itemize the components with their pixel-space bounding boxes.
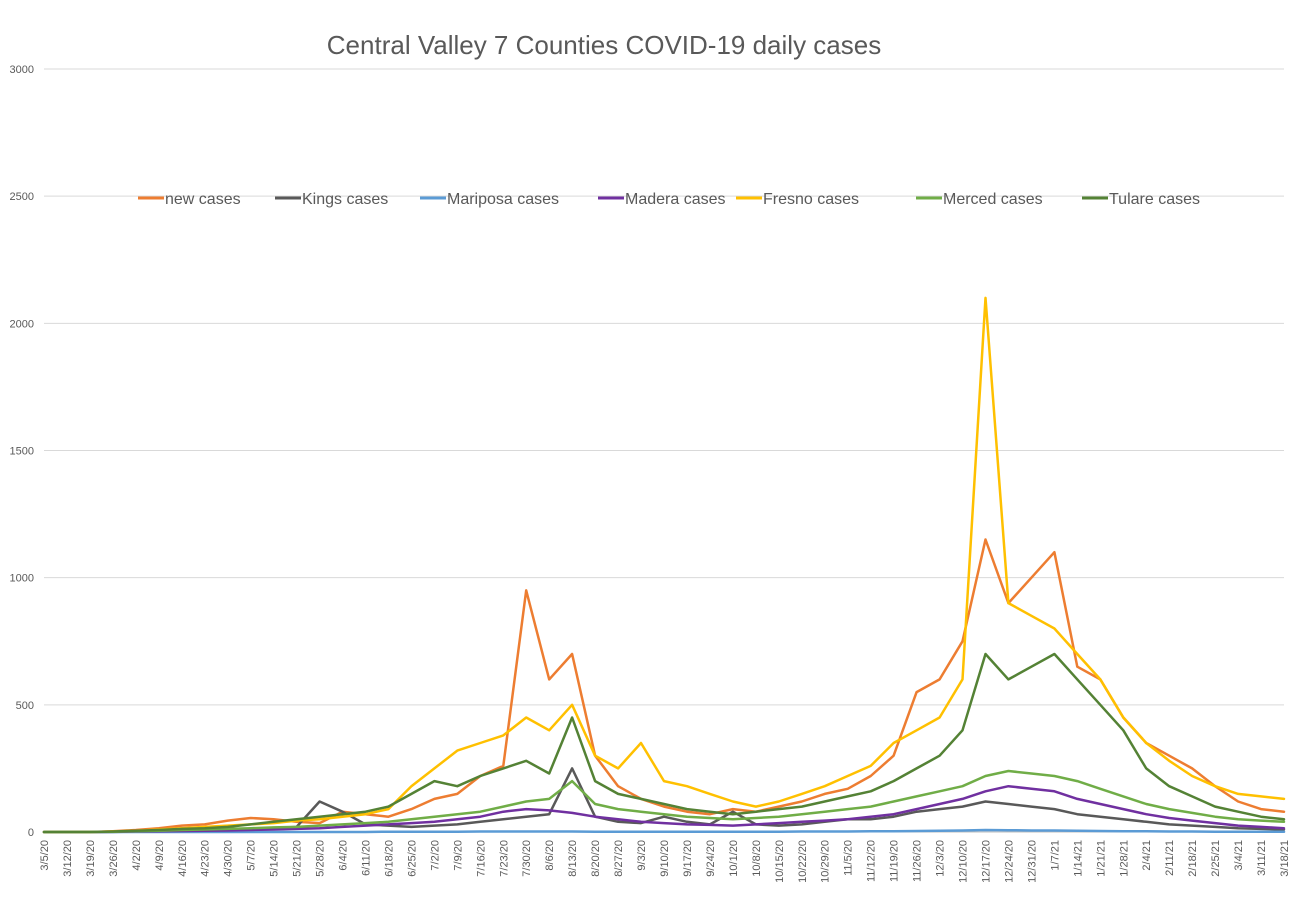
legend-label: Merced cases — [943, 191, 1043, 208]
x-tick-label: 12/10/20 — [958, 840, 970, 883]
series-line-fresno-cases — [42, 296, 1286, 834]
legend-label: Mariposa cases — [447, 191, 559, 208]
x-tick-label: 12/3/20 — [935, 840, 947, 877]
x-tick-label: 11/26/20 — [912, 840, 924, 882]
series-line-tulare-cases — [42, 652, 1286, 834]
x-tick-label: 10/22/20 — [797, 840, 809, 883]
x-tick-label: 12/24/20 — [1003, 840, 1015, 883]
x-tick-label: 9/17/20 — [682, 840, 694, 877]
series-line-merced-cases — [42, 769, 1286, 834]
x-tick-label: 6/11/20 — [360, 840, 372, 876]
legend-label: Madera cases — [625, 191, 726, 208]
y-tick-label: 3000 — [10, 64, 34, 76]
x-tick-label: 4/16/20 — [177, 840, 189, 877]
x-tick-label: 8/6/20 — [544, 840, 556, 871]
x-tick-label: 5/7/20 — [246, 840, 258, 871]
x-tick-label: 3/12/20 — [62, 840, 74, 877]
x-tick-label: 10/15/20 — [774, 840, 786, 883]
x-tick-label: 3/19/20 — [85, 840, 97, 877]
x-tick-label: 7/16/20 — [475, 840, 487, 877]
series-line-mariposa-cases — [42, 828, 1286, 834]
x-tick-label: 1/28/21 — [1118, 840, 1130, 877]
y-tick-label: 2000 — [10, 318, 34, 330]
x-tick-label: 3/4/21 — [1233, 840, 1245, 871]
x-tick-label: 4/2/20 — [131, 840, 143, 871]
x-tick-label: 8/13/20 — [567, 840, 579, 877]
x-tick-label: 6/18/20 — [383, 840, 395, 877]
y-tick-label: 1500 — [10, 446, 34, 458]
gridlines — [44, 68, 1284, 833]
x-tick-label: 11/12/20 — [866, 840, 878, 882]
x-tick-label: 3/5/20 — [39, 840, 51, 871]
x-tick-label: 7/2/20 — [429, 840, 441, 871]
x-tick-label: 7/23/20 — [498, 840, 510, 877]
x-tick-label: 10/1/20 — [728, 840, 740, 877]
x-tick-label: 11/19/20 — [889, 840, 901, 882]
x-tick-label: 7/30/20 — [521, 840, 533, 877]
x-tick-label: 8/27/20 — [613, 840, 625, 877]
x-tick-label: 4/23/20 — [200, 840, 212, 877]
y-axis-ticks: 0 500 1000 1500 2000 2500 3000 — [10, 64, 34, 839]
x-tick-label: 12/31/20 — [1026, 840, 1038, 883]
legend-label: Fresno cases — [763, 191, 859, 208]
x-tick-label: 9/10/20 — [659, 840, 671, 877]
x-tick-label: 1/21/21 — [1095, 840, 1107, 877]
legend-label: Kings cases — [302, 191, 388, 208]
legend-label: Tulare cases — [1109, 191, 1200, 208]
legend-label: new cases — [165, 191, 241, 208]
x-tick-label: 2/25/21 — [1210, 840, 1222, 877]
x-tick-label: 3/11/21 — [1256, 840, 1268, 876]
x-axis-ticks: 3/5/20 3/12/20 3/19/20 3/26/20 4/2/20 4/9/20 4… — [39, 840, 1291, 883]
x-tick-label: 9/24/20 — [705, 840, 717, 877]
series-line-new-cases — [42, 538, 1286, 834]
y-tick-label: 2500 — [10, 191, 34, 203]
y-tick-label: 0 — [28, 827, 34, 839]
x-tick-label: 10/29/20 — [820, 840, 832, 883]
x-tick-label: 7/9/20 — [452, 840, 464, 871]
x-tick-label: 12/17/20 — [980, 840, 992, 883]
x-tick-label: 9/3/20 — [636, 840, 648, 871]
x-tick-label: 1/14/21 — [1072, 840, 1084, 877]
x-tick-label: 8/20/20 — [590, 840, 602, 877]
x-tick-label: 2/18/21 — [1187, 840, 1199, 877]
x-tick-label: 2/11/21 — [1164, 840, 1176, 876]
x-tick-label: 3/18/21 — [1279, 840, 1291, 877]
x-tick-label: 4/9/20 — [154, 840, 166, 871]
x-tick-label: 6/4/20 — [338, 840, 350, 871]
chart-title: Central Valley 7 Counties COVID-19 daily… — [327, 30, 881, 60]
x-tick-label: 4/30/20 — [223, 840, 235, 877]
y-tick-label: 1000 — [10, 573, 34, 585]
series-lines — [42, 296, 1286, 834]
y-tick-label: 500 — [16, 700, 34, 712]
series-line-madera-cases — [42, 784, 1286, 834]
x-tick-label: 5/21/20 — [292, 840, 304, 877]
x-tick-label: 5/28/20 — [315, 840, 327, 877]
x-tick-label: 2/4/21 — [1141, 840, 1153, 871]
x-tick-label: 5/14/20 — [269, 840, 281, 877]
x-tick-label: 10/8/20 — [751, 840, 763, 877]
x-tick-label: 1/7/21 — [1049, 840, 1061, 871]
x-tick-label: 3/26/20 — [108, 840, 120, 877]
legend: new cases Kings cases Mariposa cases Madera… — [138, 191, 1200, 208]
x-tick-label: 6/25/20 — [406, 840, 418, 877]
x-tick-label: 11/5/20 — [843, 840, 855, 876]
